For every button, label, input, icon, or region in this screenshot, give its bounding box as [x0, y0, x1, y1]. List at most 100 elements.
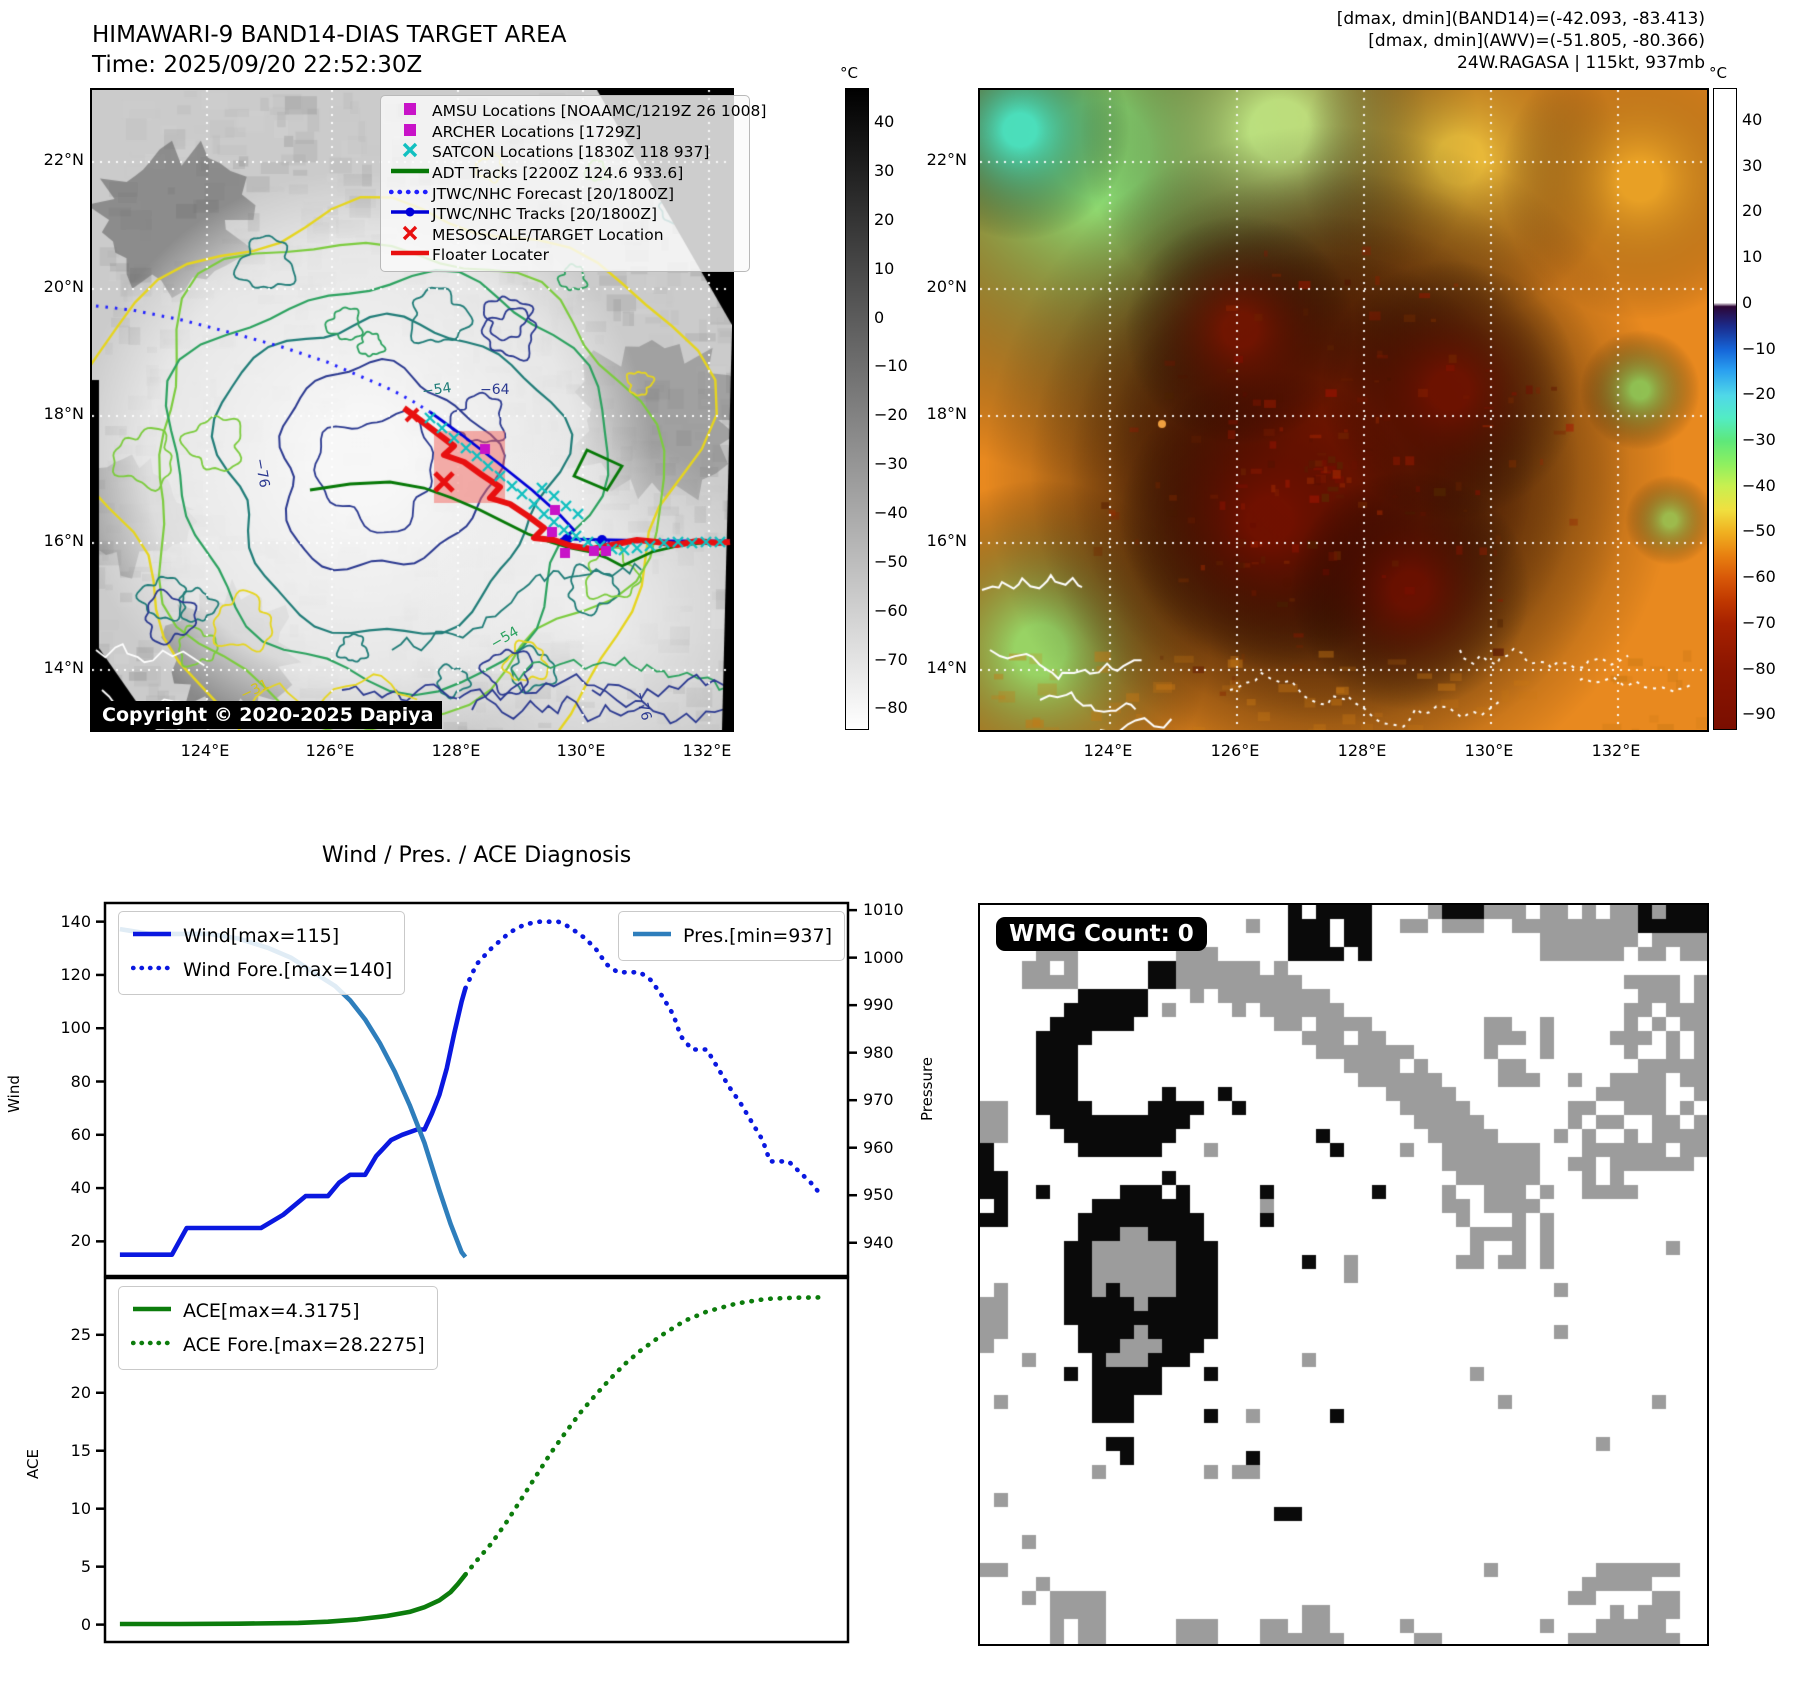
dotted-legend-marker — [130, 1340, 174, 1346]
chart-legend-label: ACE Fore.[max=28.2275] — [183, 1334, 425, 1356]
line-legend-marker — [391, 168, 429, 174]
chart-legend-marker — [130, 1334, 174, 1356]
map-legend-item: Floater Locater — [389, 245, 741, 266]
awv-colorbar-tick: 30 — [1742, 155, 1763, 175]
awv-colorbar-tick: 40 — [1742, 110, 1763, 129]
ace-legend: ACE[max=4.3175] ACE Fore.[max=28.2275] — [118, 1286, 438, 1370]
chart-legend-item: ACE Fore.[max=28.2275] — [130, 1328, 425, 1362]
map-legend-label: MESOSCALE/TARGET Location — [432, 225, 664, 244]
pressure-ylabel: Pressure — [918, 1056, 937, 1122]
chart-ytick: 60 — [70, 1124, 91, 1144]
band14-colorbar-tick: −70 — [874, 649, 908, 669]
chart-legend-item: Wind[max=115] — [131, 919, 392, 953]
band14-colorbar-tick: 10 — [874, 258, 895, 278]
awv-colorbar-tick: −10 — [1742, 338, 1776, 358]
band14-lon-tick: 130°E — [556, 741, 606, 760]
band14-colorbar — [845, 88, 869, 730]
band14-colorbar-tick: −60 — [874, 600, 908, 620]
chart-ytick: 80 — [70, 1071, 91, 1091]
wmg-canvas — [980, 905, 1707, 1644]
band14-lon-tick: 132°E — [682, 741, 732, 760]
map-legend-marker — [389, 225, 425, 245]
dotted-legend-marker — [388, 189, 432, 194]
band14-title: HIMAWARI-9 BAND14-DIAS TARGET AREA — [92, 22, 567, 48]
band14-lat-tick: 20°N — [43, 277, 84, 296]
awv-colorbar-tick: 20 — [1742, 201, 1763, 221]
awv-colorbar-tick: −70 — [1742, 612, 1776, 632]
band14-lon-tick: 126°E — [305, 741, 355, 760]
chart-legend-label: Pres.[min=937] — [683, 925, 832, 947]
band14-colorbar-tick: −20 — [874, 405, 908, 425]
awv-colorbar-tick: −50 — [1742, 521, 1776, 541]
band14-colorbar-tick: −40 — [874, 503, 908, 523]
chart-ytick-right: 990 — [863, 995, 894, 1015]
chart-ytick-right: 940 — [863, 1232, 894, 1252]
awv-header-line-3: 24W.RAGASA | 115kt, 937mb — [1457, 53, 1705, 73]
ace-ylabel: ACE — [23, 1449, 42, 1479]
band14-map: −54 −64 −76 −31 −54 −76 AMSU Locations [NOAAM… — [90, 88, 766, 732]
chart-legend-marker — [131, 1300, 173, 1322]
chart-ytick: 20 — [70, 1231, 91, 1251]
map-legend-label: ARCHER Locations [1729Z] — [432, 122, 642, 141]
map-legend-label: ADT Tracks [2200Z 124.6 933.6] — [432, 164, 684, 183]
awv-lon-tick: 124°E — [1083, 741, 1133, 760]
map-legend-label: JTWC/NHC Tracks [20/1800Z] — [432, 205, 658, 224]
awv-colorbar — [1713, 88, 1737, 730]
awv-lon-tick: 126°E — [1210, 741, 1260, 760]
map-legend-item: ADT Tracks [2200Z 124.6 933.6] — [389, 163, 741, 184]
map-legend-marker — [388, 184, 432, 204]
chart-legend-item: Pres.[min=937] — [631, 919, 832, 953]
contour-label: −64 — [480, 382, 510, 398]
band14-lat-tick: 18°N — [43, 404, 84, 423]
map-legend-label: Floater Locater — [432, 246, 549, 265]
band14-colorbar-tick: 0 — [874, 307, 885, 327]
awv-colorbar-tick: −30 — [1742, 430, 1776, 449]
x-legend-marker — [402, 143, 418, 158]
awv-header-line-1: [dmax, dmin](BAND14)=(-42.093, -83.413) — [1336, 9, 1705, 29]
map-legend-item: ARCHER Locations [1729Z] — [389, 122, 741, 143]
map-legend-item: MESOSCALE/TARGET Location — [389, 225, 741, 246]
map-legend-marker — [389, 122, 425, 142]
chart-ytick-right: 1000 — [863, 947, 904, 967]
band14-lon-tick: 128°E — [431, 741, 481, 760]
wind-ylabel: Wind — [4, 1075, 23, 1113]
band14-time: Time: 2025/09/20 22:52:30Z — [92, 52, 423, 78]
chart-ytick: 15 — [70, 1440, 91, 1460]
band14-colorbar-tick: −50 — [874, 551, 908, 571]
awv-lat-tick: 16°N — [926, 531, 967, 550]
map-legend-marker — [389, 101, 425, 121]
awv-colorbar-tick: −20 — [1742, 384, 1776, 404]
chart-ytick: 140 — [60, 911, 91, 931]
map-legend-marker — [389, 204, 429, 224]
awv-lon-tick: 128°E — [1337, 741, 1387, 760]
chart-ytick-right: 950 — [863, 1185, 894, 1205]
awv-colorbar-tick: −60 — [1742, 567, 1776, 587]
chart-ytick: 20 — [70, 1382, 91, 1402]
solid-legend-marker — [133, 931, 171, 937]
chart-ytick: 120 — [60, 964, 91, 984]
map-legend-label: JTWC/NHC Forecast [20/1800Z] — [432, 184, 675, 203]
band14-colorbar-tick: −80 — [874, 698, 908, 718]
awv-header: [dmax, dmin](BAND14)=(-42.093, -83.413) … — [1337, 8, 1705, 74]
awv-header-line-2: [dmax, dmin](AWV)=(-51.805, -80.366) — [1368, 31, 1705, 51]
chart-title: Wind / Pres. / ACE Diagnosis — [321, 843, 632, 868]
dotted-legend-marker — [130, 965, 174, 971]
copyright-badge: Copyright © 2020-2025 Dapiya — [93, 701, 443, 729]
chart-ytick: 40 — [70, 1178, 91, 1198]
awv-colorbar-tick: −90 — [1742, 704, 1776, 724]
map-legend-item: AMSU Locations [NOAAMC/1219Z 26 1008] — [389, 101, 766, 122]
pressure-legend: Pres.[min=937] — [618, 911, 845, 961]
x-legend-marker — [402, 225, 418, 241]
chart-ytick: 25 — [70, 1324, 91, 1344]
chart-ytick-right: 960 — [863, 1137, 894, 1157]
chart-ytick: 100 — [60, 1018, 91, 1038]
chart-ytick-right: 1010 — [863, 900, 904, 920]
awv-map-canvas — [980, 90, 1707, 730]
awv-colorbar-tick: −40 — [1742, 475, 1776, 495]
awv-lon-tick: 132°E — [1591, 741, 1641, 760]
awv-lat-tick: 18°N — [926, 404, 967, 423]
map-legend-item: JTWC/NHC Tracks [20/1800Z] — [389, 204, 741, 225]
awv-colorbar-tick: −80 — [1742, 658, 1776, 678]
map-legend-label: SATCON Locations [1830Z 118 937] — [432, 143, 710, 162]
band14-colorbar-tick: −30 — [874, 454, 908, 474]
